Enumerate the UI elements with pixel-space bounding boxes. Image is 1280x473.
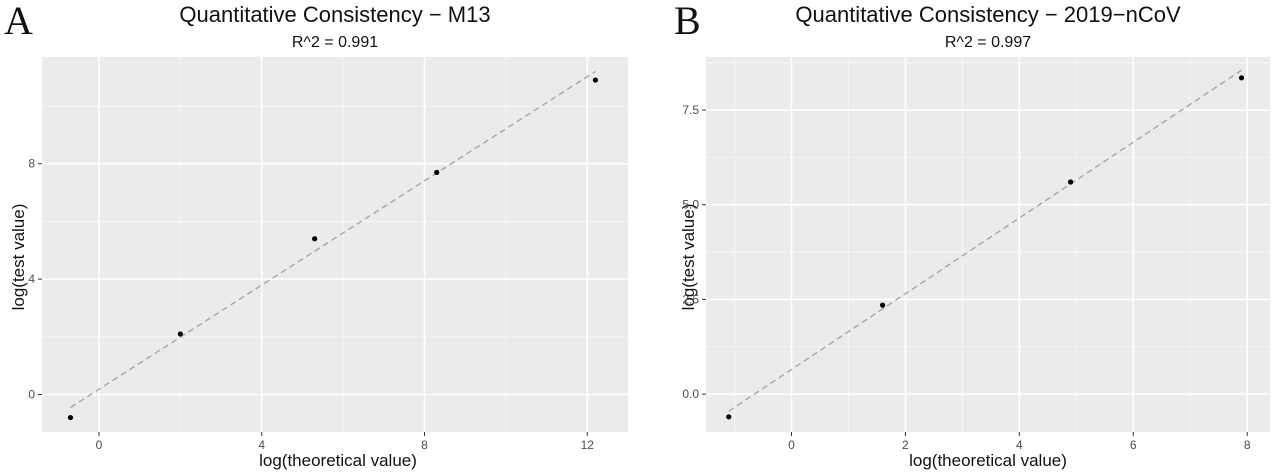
data-point [726,414,732,420]
y-tick-label: 7.5 [682,103,699,117]
y-axis-title: log(test value) [679,204,698,311]
panel-a: A Quantitative Consistency − M13 R^2 = 0… [4,0,628,470]
x-axis-title: log(theoretical value) [909,451,1067,470]
x-tick-label: 0 [788,438,795,452]
plot-background [42,57,628,432]
y-tick-label: 4 [28,272,35,286]
chart-title: Quantitative Consistency − 2019−nCoV [795,2,1181,27]
y-tick-label: 0.0 [682,387,699,401]
x-tick-label: 4 [258,438,265,452]
y-tick-label: 2.5 [682,292,699,306]
data-point [1238,75,1245,81]
x-tick-label: 6 [1130,438,1137,452]
plot-area: 0 2 4 6 8 0.0 2.5 5.0 7.5 [682,57,1270,452]
y-tick-label: 0 [28,388,35,402]
y-tick-label: 5.0 [682,198,699,212]
x-tick-label: 8 [1244,438,1251,452]
data-point [177,331,183,337]
data-point [592,77,599,83]
data-point [312,236,318,242]
data-point [67,414,74,421]
chart-subtitle: R^2 = 0.997 [945,34,1031,51]
x-axis-title: log(theoretical value) [259,451,417,470]
plot-area: 0 4 8 12 0 4 8 [28,57,628,452]
panel-letter: B [674,0,701,43]
data-point [1068,179,1074,185]
panel-b: B Quantitative Consistency − 2019−nCoV R… [674,0,1270,470]
panel-letter: A [4,0,33,43]
fit-line [70,70,596,409]
plot-background [706,57,1270,432]
x-tick-label: 8 [421,438,428,452]
x-tick-label: 0 [96,438,103,452]
x-tick-label: 12 [581,438,595,452]
fit-line [728,69,1242,412]
y-axis-title: log(test value) [9,204,28,311]
data-point [880,302,886,308]
x-tick-label: 2 [902,438,909,452]
data-point [434,169,440,175]
chart-subtitle: R^2 = 0.991 [292,34,378,51]
x-tick-label: 4 [1016,438,1023,452]
y-tick-label: 8 [28,157,35,171]
chart-title: Quantitative Consistency − M13 [179,2,490,27]
